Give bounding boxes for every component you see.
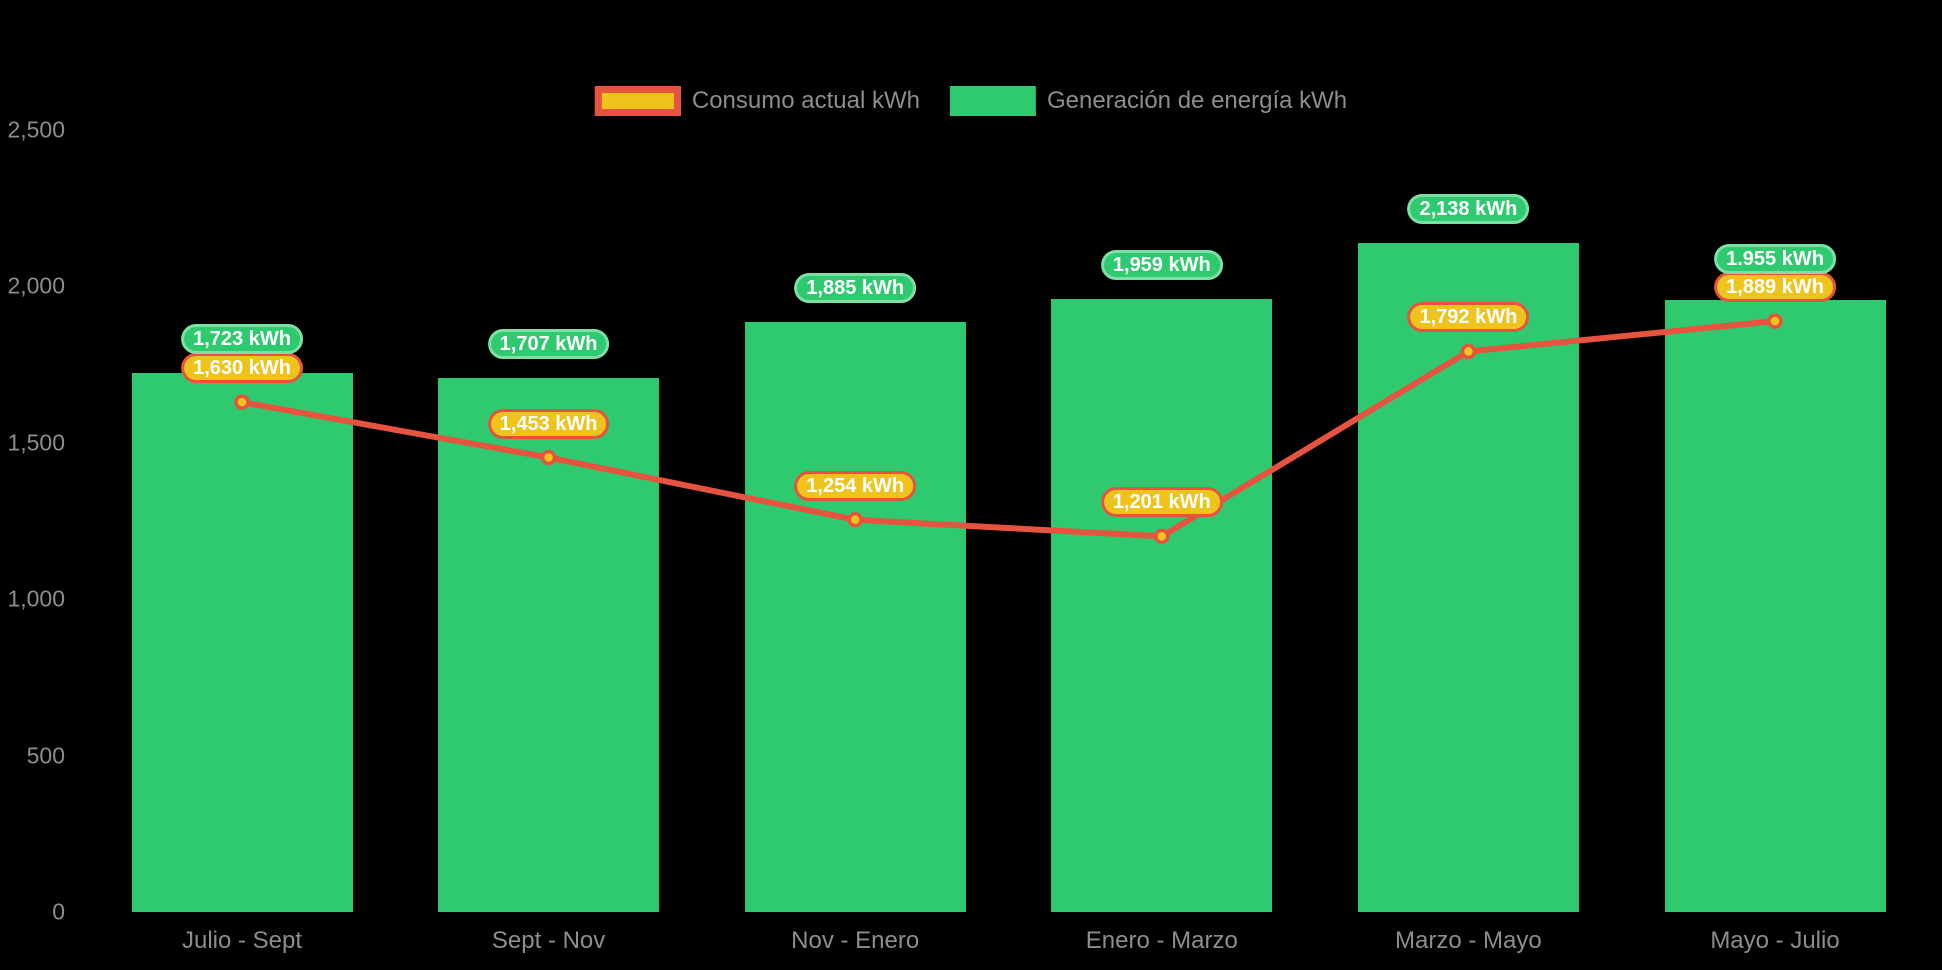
y-axis-tick: 2,500 [7, 116, 65, 143]
consumption-point[interactable] [1767, 313, 1783, 329]
generation-bar[interactable] [1664, 300, 1886, 912]
x-axis-label: Sept - Nov [491, 927, 606, 954]
consumption-value-badge: 1,630 kWh [181, 353, 303, 384]
consumption-value-badge: 1,453 kWh [487, 408, 610, 439]
generation-value-badge: 1,885 kWh [794, 273, 917, 304]
generation-bar[interactable] [1051, 299, 1273, 912]
x-axis-label: Julio - Sept [181, 927, 303, 954]
generation-value-badge: 2,138 kWh [1407, 194, 1530, 225]
consumption-line [239, 318, 1778, 540]
y-axis-tick: 500 [26, 742, 65, 769]
consumption-value-badge: 1,254 kWh [794, 470, 917, 501]
consumption-point[interactable] [1460, 343, 1477, 360]
x-axis-label: Enero - Marzo [1085, 927, 1238, 954]
generation-bar[interactable] [744, 322, 966, 912]
x-axis-label: Nov - Enero [791, 927, 920, 954]
x-axis-label: Marzo - Mayo [1395, 927, 1542, 954]
consumption-point[interactable] [234, 394, 250, 410]
generation-value-badge: 1,959 kWh [1100, 250, 1223, 281]
y-axis-tick: 0 [52, 898, 65, 925]
consumption-value-badge: 1,201 kWh [1100, 487, 1223, 518]
legend-label-generacion: Generación de energía kWh [1046, 87, 1348, 114]
x-axis-label: Mayo - Julio [1710, 927, 1840, 954]
generation-bar[interactable] [131, 373, 353, 912]
consumption-point[interactable] [847, 511, 863, 528]
generation-bar[interactable] [438, 378, 660, 912]
chart-legend: Consumo actual kWh Generación de energía… [594, 86, 1348, 116]
y-axis-tick: 2,000 [7, 272, 65, 299]
legend-item-consumo[interactable]: Consumo actual kWh [594, 86, 920, 116]
y-axis-tick: 1,500 [7, 429, 65, 456]
consumption-value-badge: 1,792 kWh [1407, 302, 1530, 333]
generation-value-badge: 1.955 kWh [1714, 244, 1836, 275]
generation-value-badge: 1,723 kWh [181, 324, 303, 355]
generacion-swatch-icon [949, 86, 1036, 116]
consumption-point[interactable] [1154, 528, 1170, 545]
legend-item-generacion[interactable]: Generación de energía kWh [949, 86, 1348, 116]
legend-label-consumo: Consumo actual kWh [691, 87, 920, 114]
consumo-swatch-icon [594, 86, 681, 116]
consumption-value-badge: 1,889 kWh [1714, 272, 1836, 303]
y-axis-tick: 1,000 [7, 585, 65, 612]
consumption-point[interactable] [540, 449, 557, 466]
generation-value-badge: 1,707 kWh [487, 329, 610, 360]
